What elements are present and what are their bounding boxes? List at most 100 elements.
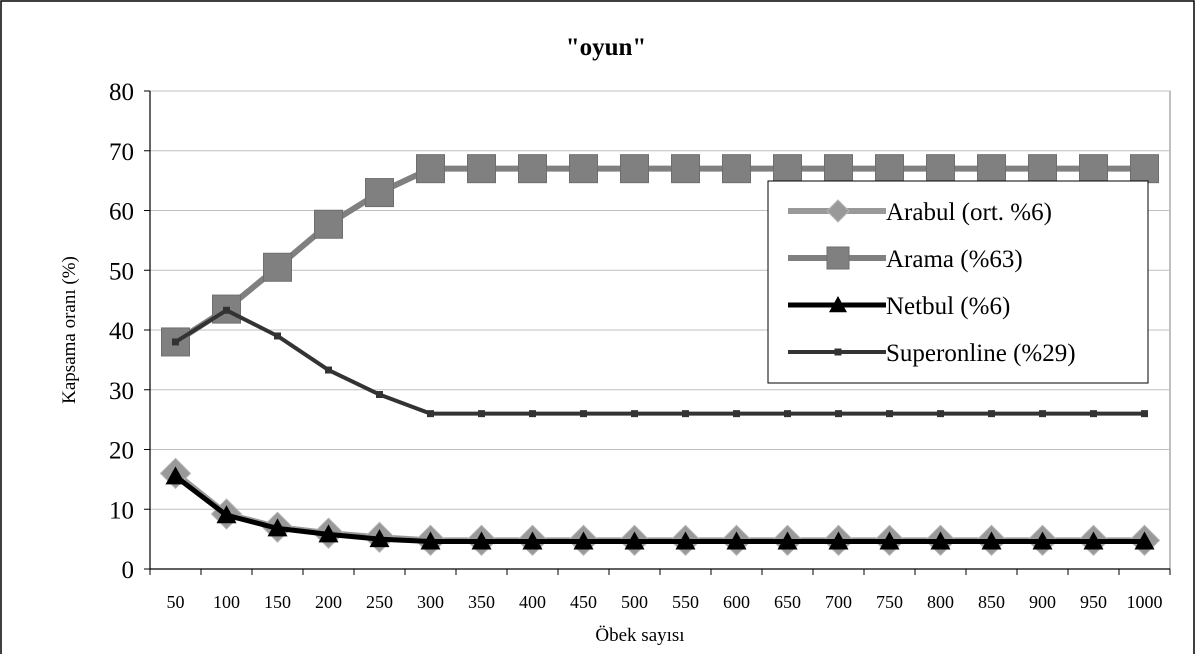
small-square-marker [580,410,587,418]
legend-label: Arama (%63) [886,246,1023,273]
diamond-marker [826,199,850,223]
x-tick-label: 100 [213,592,240,612]
x-tick-label: 300 [417,592,444,612]
x-tick-label: 400 [519,592,546,612]
square-marker [977,154,1006,184]
square-marker [314,209,343,239]
x-tick-label: 200 [315,592,342,612]
small-square-marker [733,410,740,418]
triangle-marker [1032,531,1053,550]
triangle-marker [318,524,339,543]
y-tick-label: 60 [109,199,134,226]
square-marker [926,154,955,184]
square-marker [875,154,904,184]
series-3 [172,306,1148,418]
square-marker [263,252,292,282]
small-square-marker [1039,410,1046,418]
small-square-marker [1141,410,1148,418]
legend-entry: Arabul (ort. %6) [788,199,1052,226]
triangle-marker [522,531,543,550]
legend-label: Superonline (%29) [886,340,1076,367]
y-tick-label: 10 [109,497,134,524]
small-square-marker [529,410,536,418]
small-square-marker [376,391,383,399]
triangle-marker [777,531,798,550]
y-tick-label: 70 [109,139,134,166]
triangle-marker [573,531,594,550]
small-square-marker [325,366,332,374]
y-tick-label: 40 [109,318,134,345]
x-tick-label: 850 [978,592,1005,612]
series-2 [165,466,1155,550]
triangle-marker [471,531,492,550]
small-square-marker [886,410,893,418]
triangle-marker [165,466,186,485]
small-square-marker [172,338,179,346]
triangle-marker [930,531,951,550]
square-marker [722,154,751,184]
x-tick-label: 600 [723,592,750,612]
square-marker [467,154,496,184]
triangle-marker [369,529,390,548]
x-tick-label: 500 [621,592,648,612]
triangle-marker [267,518,288,537]
legend-label: Netbul (%6) [886,293,1010,320]
triangle-marker [675,531,696,550]
x-tick-label: 250 [366,592,393,612]
x-tick-label: 750 [876,592,903,612]
square-marker [518,154,547,184]
triangle-marker [726,531,747,550]
series-lines [159,154,1161,557]
x-tick-label: 650 [774,592,801,612]
square-marker [161,327,190,357]
legend-entry: Superonline (%29) [788,340,1076,367]
y-tick-label: 0 [122,557,135,584]
small-square-marker [274,332,281,340]
triangle-marker [981,531,1002,550]
square-marker [826,246,850,270]
square-marker [1130,154,1159,184]
y-tick-label: 50 [109,258,134,285]
triangle-marker [879,531,900,550]
x-axis-label: Öbek sayısı [595,625,684,646]
x-tick-label: 350 [468,592,495,612]
square-marker [365,178,394,208]
small-square-marker [223,306,230,314]
triangle-marker [1134,531,1155,550]
x-tick-label: 1000 [1127,592,1163,612]
legend: Arabul (ort. %6) Arama (%63) Netbul (%6) Su… [767,180,1149,384]
chart-title: "oyun" [566,34,647,61]
axes: 0 10 20 30 40 50 60 70 80 50 100 150 200 250 300 350 400… [109,79,1171,612]
small-square-marker [478,410,485,418]
series-line [173,474,1145,545]
square-marker [671,154,700,184]
triangle-marker [420,531,441,550]
small-square-marker [1090,410,1097,418]
small-square-marker [988,410,995,418]
square-marker [773,154,802,184]
y-axis-label: Kapsama oranı (%) [59,256,80,404]
square-marker [1028,154,1057,184]
small-square-marker [682,410,689,418]
triangle-marker [624,531,645,550]
y-tick-label: 20 [109,438,134,465]
series-line [174,308,1145,416]
x-tick-label: 550 [672,592,699,612]
x-tick-label: 900 [1029,592,1056,612]
square-marker [1079,154,1108,184]
small-square-marker [631,410,638,418]
legend-label: Arabul (ort. %6) [886,199,1052,226]
small-square-marker [835,410,842,418]
square-marker [824,154,853,184]
x-tick-label: 150 [264,592,291,612]
legend-entry: Arama (%63) [788,246,1023,273]
y-tick-label: 80 [109,79,134,106]
small-square-marker [427,410,434,418]
x-tick-label: 950 [1080,592,1107,612]
triangle-marker [829,296,847,313]
series-1 [161,154,1159,357]
legend-entry: Netbul (%6) [788,293,1010,320]
y-tick-label: 30 [109,378,134,405]
square-marker [569,154,598,184]
